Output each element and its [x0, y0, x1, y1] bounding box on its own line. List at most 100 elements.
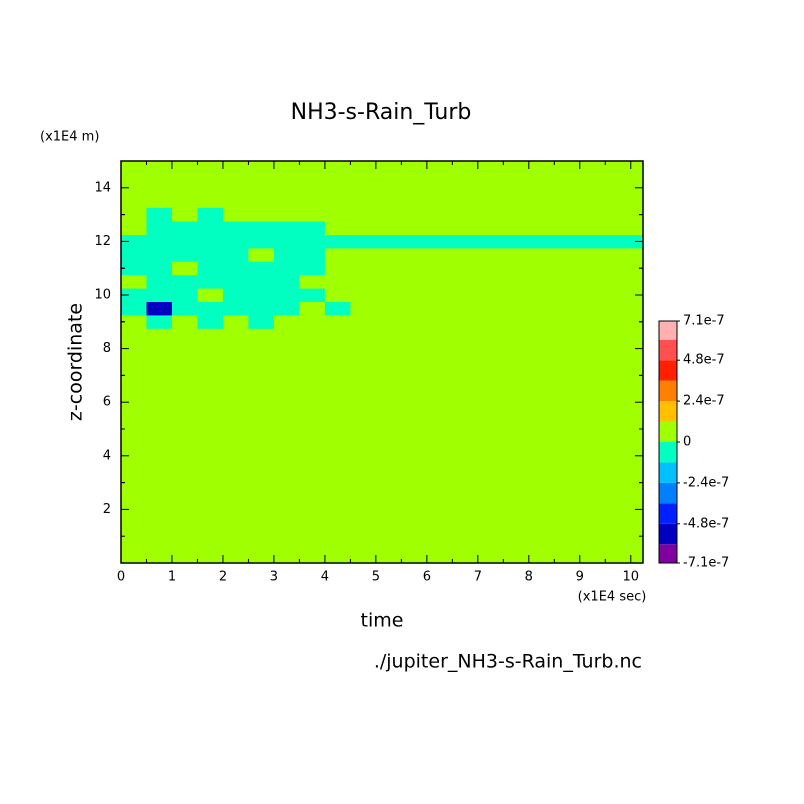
cell [248, 315, 275, 329]
cell [121, 315, 147, 329]
cell [401, 274, 428, 289]
cell [324, 234, 351, 249]
cell [273, 288, 300, 302]
colorbar-tick-label: -4.8e-7 [683, 516, 729, 531]
cell [324, 261, 351, 276]
colorbar-segment [659, 421, 677, 442]
cell [146, 248, 173, 262]
cell [121, 248, 147, 262]
cell [197, 261, 224, 276]
y-tick-label: 12 [94, 234, 111, 249]
cell [426, 261, 453, 276]
cell [248, 207, 275, 222]
cell [324, 301, 351, 316]
x-tick-label: 2 [219, 570, 227, 585]
cell [248, 261, 275, 276]
cell [222, 274, 249, 289]
colorbar-segment [659, 544, 677, 563]
cell [426, 301, 453, 316]
cell [324, 315, 351, 329]
colorbar-segment [659, 442, 677, 463]
cell [426, 221, 453, 235]
cell [248, 234, 275, 249]
x-tick-label: 6 [423, 570, 431, 585]
cell [299, 207, 326, 222]
cell [350, 221, 377, 235]
cell [630, 207, 643, 222]
cell [554, 261, 581, 276]
cell [197, 207, 224, 222]
cell [197, 248, 224, 262]
cell [299, 315, 326, 329]
cell [554, 221, 581, 235]
cell [171, 221, 198, 235]
y-tick-label: 14 [94, 180, 111, 195]
cell [554, 234, 581, 249]
cell [222, 288, 249, 302]
cell [121, 301, 147, 316]
cell [477, 248, 504, 262]
cell [171, 261, 198, 276]
cell [375, 274, 402, 289]
cell [554, 315, 581, 329]
cell [121, 221, 147, 235]
cell [248, 288, 275, 302]
cell [171, 288, 198, 302]
cell [324, 221, 351, 235]
cell [375, 301, 402, 316]
colorbar-tick-label: 0 [683, 435, 691, 450]
cell [197, 234, 224, 249]
colorbar-segment [659, 482, 677, 504]
cell [579, 234, 606, 249]
cell [452, 248, 479, 262]
cell [401, 315, 428, 329]
cell [579, 301, 606, 316]
cell [503, 221, 530, 235]
cell [248, 248, 275, 262]
cell [324, 207, 351, 222]
cell [401, 234, 428, 249]
colorbar-segment [659, 321, 677, 340]
cell [605, 301, 632, 316]
cell [171, 207, 198, 222]
cell [350, 288, 377, 302]
y-tick-label: 6 [103, 395, 111, 410]
x-tick-label: 3 [270, 570, 278, 585]
colorbar-segment [659, 380, 677, 402]
cell [426, 207, 453, 222]
cell [452, 234, 479, 249]
cell [579, 248, 606, 262]
cell [579, 274, 606, 289]
cell [273, 261, 300, 276]
y-unit: (x1E4 m) [40, 130, 99, 145]
cell [273, 221, 300, 235]
cell [630, 221, 643, 235]
cell [197, 221, 224, 235]
x-tick-label: 8 [525, 570, 533, 585]
y-tick-label: 10 [94, 288, 111, 303]
cell [146, 274, 173, 289]
cell [477, 288, 504, 302]
cell [375, 234, 402, 249]
cell [375, 221, 402, 235]
colorbar-tick-label: 2.4e-7 [683, 394, 725, 409]
cell [401, 261, 428, 276]
cell [579, 315, 606, 329]
cell [477, 234, 504, 249]
cell [171, 301, 198, 316]
cell [324, 248, 351, 262]
cell [630, 274, 643, 289]
cell [299, 261, 326, 276]
y-tick-label: 2 [103, 502, 111, 517]
colorbar-segment [659, 401, 677, 422]
cell [554, 301, 581, 316]
cell [171, 234, 198, 249]
cell [248, 221, 275, 235]
cell [605, 207, 632, 222]
cell [273, 315, 300, 329]
x-tick-label: 5 [372, 570, 380, 585]
cell [426, 248, 453, 262]
cell [452, 221, 479, 235]
colorbar-segment [659, 503, 677, 524]
